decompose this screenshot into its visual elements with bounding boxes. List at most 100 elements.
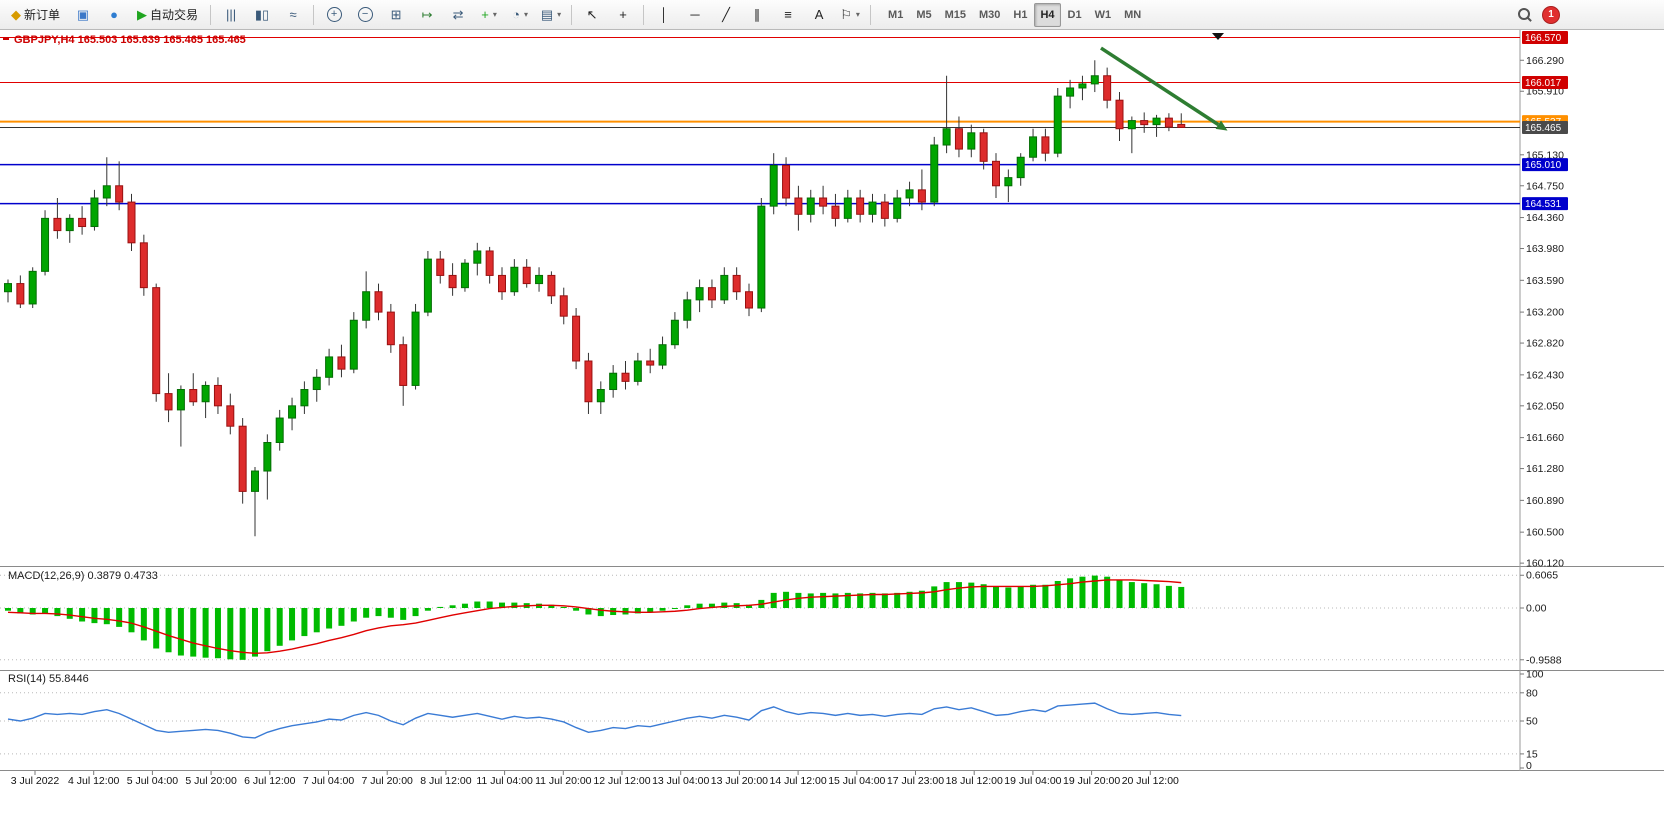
- autoscroll-icon: ↦: [421, 7, 433, 22]
- toolbar-separator: [643, 4, 645, 25]
- svg-text:50: 50: [1526, 716, 1538, 728]
- caret-down-icon: ▾: [855, 10, 860, 19]
- timeframe-m1-button[interactable]: M1: [888, 8, 904, 21]
- timeframe-m5-button[interactable]: M5: [916, 8, 932, 21]
- chart-area[interactable]: 166.290165.910165.130164.750164.360163.9…: [0, 30, 1664, 787]
- svg-text:164.750: 164.750: [1526, 180, 1564, 192]
- svg-text:-0.9588: -0.9588: [1526, 654, 1562, 666]
- autotrading-button-label: 自动交易: [150, 8, 199, 22]
- indicators-button[interactable]: + ▾: [474, 2, 504, 28]
- horizontal-line-button[interactable]: ─: [680, 2, 710, 28]
- chart-window-icon: ▣: [76, 7, 90, 22]
- svg-text:163.590: 163.590: [1526, 275, 1564, 287]
- bars-icon: |||: [225, 7, 237, 22]
- periods-button[interactable]: ◔ ▾: [505, 2, 535, 28]
- svg-text:165.465: 165.465: [1525, 123, 1562, 134]
- trend-arrow[interactable]: [1100, 46, 1228, 131]
- svg-text:14 Jul 12:00: 14 Jul 12:00: [769, 775, 826, 786]
- svg-text:161.280: 161.280: [1526, 463, 1564, 475]
- cursor-icon: ↖: [586, 7, 598, 22]
- search-icon[interactable]: [1518, 7, 1532, 22]
- crosshair-button[interactable]: +: [608, 2, 638, 28]
- new-order-button-label: 新订单: [24, 8, 61, 22]
- timeframe-d1-button[interactable]: D1: [1067, 8, 1082, 21]
- template-icon: ▤: [540, 7, 554, 22]
- timeframe-m15-button[interactable]: M15: [944, 8, 966, 21]
- svg-text:160.890: 160.890: [1526, 495, 1564, 507]
- horizontal-lines[interactable]: [0, 36, 1520, 205]
- svg-text:162.050: 162.050: [1526, 400, 1564, 412]
- hline-icon: ─: [690, 7, 700, 22]
- rsi-panel: 100 80 50 150 RSI(14) 55.8446: [0, 669, 1544, 772]
- svg-text:13 Jul 20:00: 13 Jul 20:00: [711, 775, 768, 786]
- macd-label: MACD(12,26,9) 0.3879 0.4733: [8, 570, 158, 582]
- text-button[interactable]: A: [804, 2, 834, 28]
- svg-text:4 Jul 12:00: 4 Jul 12:00: [68, 775, 120, 786]
- svg-text:15 Jul 04:00: 15 Jul 04:00: [828, 775, 885, 786]
- bar-chart-button[interactable]: |||: [216, 2, 246, 28]
- vertical-line-button[interactable]: │: [649, 2, 679, 28]
- candlestick-chart-button[interactable]: ▮▯: [247, 2, 277, 28]
- toolbar-separator: [870, 4, 872, 25]
- crosshair-icon: +: [619, 7, 627, 22]
- svg-text:166.570: 166.570: [1525, 33, 1562, 44]
- zoom-out-button[interactable]: −: [350, 2, 380, 28]
- fibonacci-button[interactable]: ≡: [773, 2, 803, 28]
- arrows-icon: ⚐: [840, 7, 852, 22]
- order-icon: ◆: [11, 7, 21, 22]
- macd-panel: 0.6065 0.00 -0.9588 MACD(12,26,9) 0.3879 0.…: [0, 570, 1562, 666]
- zoom-out-icon: −: [357, 7, 373, 22]
- linechart-icon: ≈: [289, 7, 297, 22]
- time-axis[interactable]: 3 Jul 2022 4 Jul 12:00 5 Jul 04:00 5 Jul 20…: [11, 771, 1179, 787]
- cursor-button[interactable]: ↖: [577, 2, 607, 28]
- chart-shift-marker: [1212, 33, 1224, 40]
- trendline-icon: ╱: [722, 7, 730, 22]
- svg-text:17 Jul 23:00: 17 Jul 23:00: [887, 775, 944, 786]
- svg-text:166.017: 166.017: [1525, 78, 1562, 89]
- svg-text:80: 80: [1526, 687, 1538, 699]
- svg-text:163.200: 163.200: [1526, 307, 1564, 319]
- svg-text:160.500: 160.500: [1526, 527, 1564, 539]
- channel-button[interactable]: ∥: [742, 2, 772, 28]
- svg-text:163.980: 163.980: [1526, 243, 1564, 255]
- timeframe-h4-button[interactable]: H4: [1034, 2, 1061, 27]
- svg-text:5 Jul 04:00: 5 Jul 04:00: [127, 775, 179, 786]
- trendline-button[interactable]: ╱: [711, 2, 741, 28]
- chart-window: 166.290 165.910 165.130 164.750 164.360 163.9…: [0, 30, 1664, 839]
- svg-text:162.430: 162.430: [1526, 369, 1564, 381]
- svg-text:12 Jul 12:00: 12 Jul 12:00: [593, 775, 650, 786]
- caret-down-icon: ▾: [492, 10, 497, 19]
- rsi-label: RSI(14) 55.8446: [8, 673, 89, 685]
- svg-text:11 Jul 20:00: 11 Jul 20:00: [535, 775, 592, 786]
- zoom-in-button[interactable]: +: [319, 2, 349, 28]
- timeframe-h1-button[interactable]: H1: [1013, 8, 1028, 21]
- chart-title: GBPJPY,H4 165.503 165.639 165.465 165.46…: [14, 34, 246, 46]
- chart-window-button[interactable]: ▣: [68, 2, 98, 28]
- market-watch-button[interactable]: ●: [99, 2, 129, 28]
- chart-shift-button[interactable]: ⇄: [443, 2, 473, 28]
- price-axis: 166.290165.910165.130164.750164.360163.9…: [1520, 55, 1564, 570]
- timeframe-mn-button[interactable]: MN: [1124, 8, 1142, 21]
- candles-icon: ▮▯: [254, 7, 270, 22]
- timeframe-m30-button[interactable]: M30: [979, 8, 1001, 21]
- timeframe-w1-button[interactable]: W1: [1094, 8, 1112, 21]
- timeframe-buttons: M1 M5 M15 M30 H1 H4 D1 W1 MN: [882, 2, 1147, 27]
- arrows-button[interactable]: ⚐ ▾: [835, 2, 865, 28]
- channel-icon: ∥: [753, 7, 761, 22]
- svg-text:11 Jul 04:00: 11 Jul 04:00: [476, 775, 533, 786]
- svg-text:162.820: 162.820: [1526, 338, 1564, 350]
- auto-scroll-button[interactable]: ↦: [412, 2, 442, 28]
- templates-button[interactable]: ▤ ▾: [536, 2, 566, 28]
- svg-text:160.120: 160.120: [1526, 558, 1564, 570]
- tile-windows-button[interactable]: ⊞: [381, 2, 411, 28]
- new-order-button[interactable]: ◆ 新订单: [4, 2, 67, 28]
- svg-text:15: 15: [1526, 748, 1538, 760]
- fibonacci-icon: ≡: [784, 7, 792, 22]
- tiles-icon: ⊞: [390, 7, 402, 22]
- notification-badge[interactable]: 1: [1542, 5, 1560, 24]
- svg-text:19 Jul 04:00: 19 Jul 04:00: [1004, 775, 1061, 786]
- clock-icon: ◔: [512, 7, 520, 22]
- vline-icon: │: [659, 7, 669, 22]
- autotrading-button[interactable]: ▶ 自动交易: [130, 2, 205, 28]
- line-chart-button[interactable]: ≈: [278, 2, 308, 28]
